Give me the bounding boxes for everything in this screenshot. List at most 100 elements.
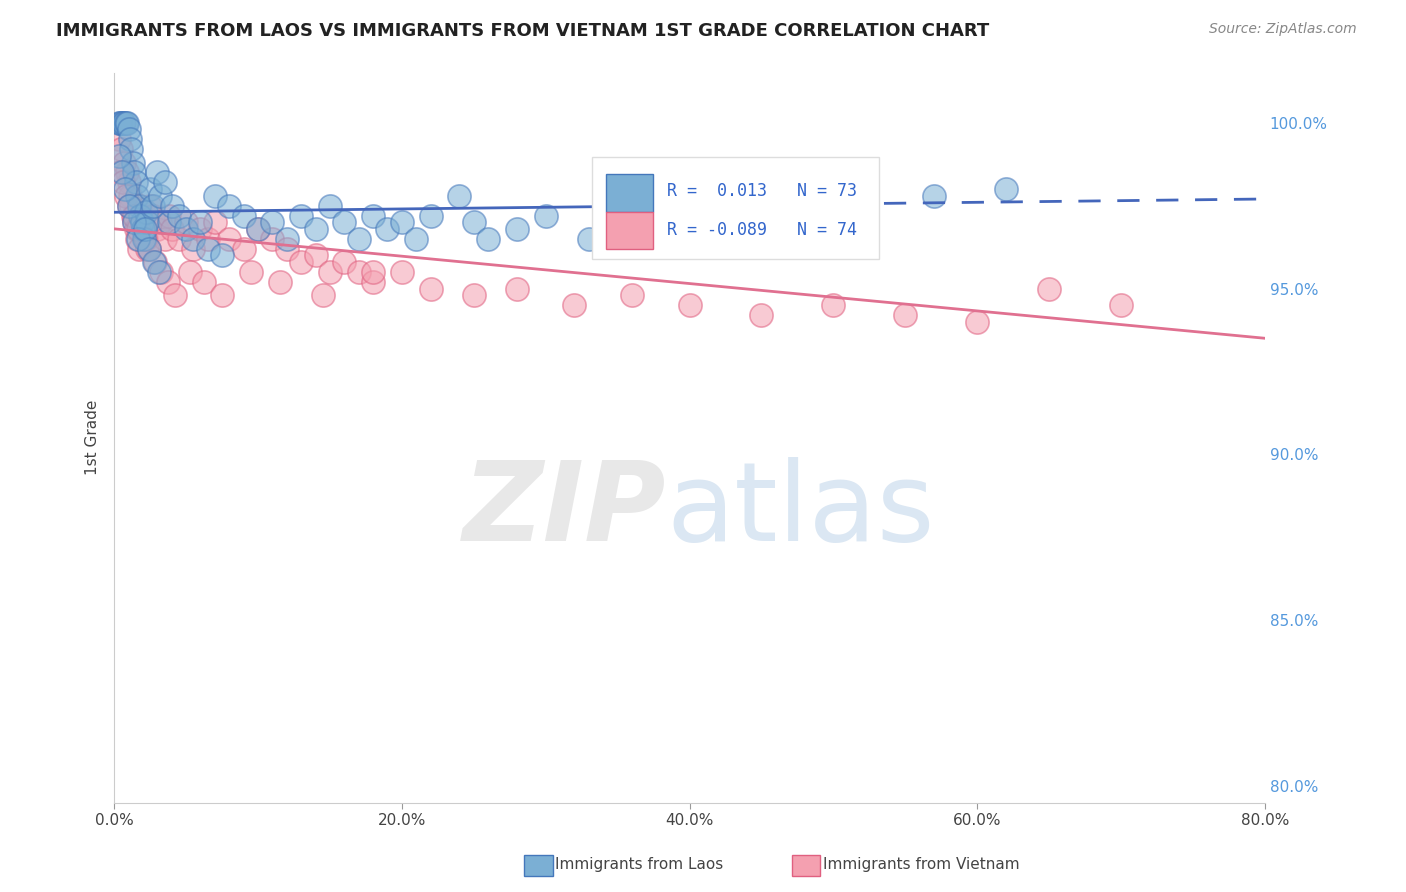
Point	[157, 275, 180, 289]
Point	[304, 222, 326, 236]
Point	[115, 165, 138, 179]
Point	[218, 199, 240, 213]
Point	[449, 188, 471, 202]
Point	[129, 209, 152, 223]
Point	[204, 215, 226, 229]
Point	[190, 215, 212, 229]
Point	[120, 199, 142, 213]
Point	[122, 215, 145, 229]
Text: Source: ZipAtlas.com: Source: ZipAtlas.com	[1209, 22, 1357, 37]
Point	[620, 215, 643, 229]
Point	[419, 281, 441, 295]
Point	[139, 182, 162, 196]
Text: Immigrants from Vietnam: Immigrants from Vietnam	[823, 857, 1019, 871]
Point	[165, 288, 187, 302]
Point	[721, 222, 744, 236]
Point	[129, 199, 152, 213]
Point	[232, 242, 254, 256]
Point	[134, 222, 156, 236]
Point	[118, 188, 141, 202]
Point	[276, 232, 298, 246]
Point	[148, 265, 170, 279]
Point	[160, 199, 183, 213]
Point	[142, 209, 165, 223]
Point	[114, 182, 136, 196]
Point	[994, 182, 1017, 196]
Point	[131, 209, 153, 223]
Point	[146, 165, 169, 179]
Point	[107, 132, 129, 146]
Point	[135, 205, 157, 219]
Point	[124, 215, 146, 229]
Point	[167, 232, 190, 246]
Point	[142, 255, 165, 269]
Point	[135, 232, 157, 246]
Point	[477, 232, 499, 246]
Point	[134, 232, 156, 246]
Point	[193, 275, 215, 289]
Point	[534, 209, 557, 223]
Point	[157, 215, 180, 229]
Point	[361, 275, 384, 289]
Point	[153, 232, 176, 246]
Point	[405, 232, 427, 246]
Point	[506, 281, 529, 295]
Point	[181, 242, 204, 256]
Point	[149, 215, 172, 229]
Point	[262, 232, 284, 246]
Point	[174, 215, 197, 229]
Point	[128, 242, 150, 256]
Point	[110, 116, 132, 130]
Point	[134, 232, 156, 246]
Point	[114, 188, 136, 202]
Text: IMMIGRANTS FROM LAOS VS IMMIGRANTS FROM VIETNAM 1ST GRADE CORRELATION CHART: IMMIGRANTS FROM LAOS VS IMMIGRANTS FROM …	[56, 22, 990, 40]
Point	[391, 265, 413, 279]
Point	[894, 308, 917, 322]
Point	[290, 209, 312, 223]
Point	[333, 215, 356, 229]
Point	[232, 209, 254, 223]
Text: R = -0.089   N = 74: R = -0.089 N = 74	[666, 221, 856, 239]
Point	[160, 222, 183, 236]
FancyBboxPatch shape	[606, 211, 652, 249]
Text: Immigrants from Laos: Immigrants from Laos	[555, 857, 724, 871]
Point	[117, 122, 139, 136]
Point	[125, 222, 148, 236]
Point	[153, 175, 176, 189]
Point	[463, 288, 485, 302]
Point	[377, 222, 399, 236]
Point	[125, 175, 148, 189]
Point	[132, 222, 155, 236]
Point	[247, 222, 270, 236]
Point	[564, 298, 586, 312]
Point	[115, 116, 138, 130]
Point	[108, 149, 131, 163]
Point	[122, 209, 145, 223]
Point	[851, 199, 873, 213]
Point	[276, 242, 298, 256]
Point	[138, 242, 160, 256]
Point	[304, 248, 326, 262]
Point	[179, 265, 201, 279]
Point	[190, 222, 212, 236]
Point	[136, 215, 159, 229]
Point	[124, 165, 146, 179]
Point	[114, 116, 136, 130]
Point	[143, 255, 166, 269]
Point	[127, 232, 149, 246]
Point	[678, 199, 700, 213]
Point	[127, 222, 149, 236]
Point	[312, 288, 335, 302]
Point	[112, 155, 135, 169]
Point	[127, 188, 149, 202]
Point	[262, 215, 284, 229]
Point	[269, 275, 291, 289]
Point	[110, 142, 132, 156]
Point	[347, 232, 370, 246]
Point	[157, 209, 180, 223]
Point	[239, 265, 262, 279]
Point	[333, 255, 356, 269]
Point	[181, 232, 204, 246]
Point	[347, 265, 370, 279]
Point	[319, 265, 342, 279]
